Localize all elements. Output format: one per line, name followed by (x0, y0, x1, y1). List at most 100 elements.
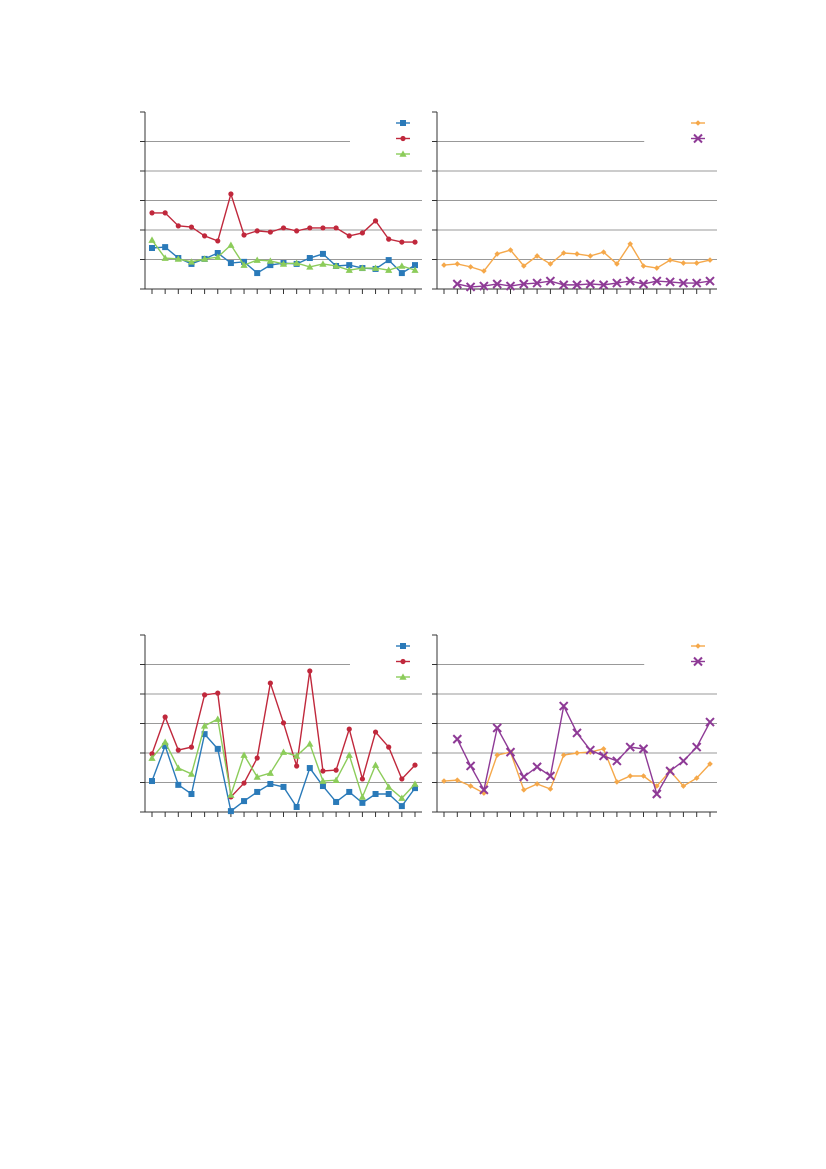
point (253, 773, 261, 780)
legend-marker (693, 656, 703, 667)
point (293, 752, 301, 759)
legend-marker (400, 643, 406, 649)
point (465, 282, 476, 292)
point (306, 255, 313, 262)
point (532, 278, 542, 288)
point (215, 238, 221, 244)
point (201, 722, 209, 729)
point (640, 773, 647, 779)
point (612, 756, 622, 766)
point (254, 270, 261, 277)
point (654, 265, 660, 271)
point (691, 742, 702, 752)
point (612, 278, 622, 288)
point (345, 751, 353, 758)
point (385, 791, 392, 798)
point (665, 766, 675, 776)
point (333, 767, 339, 773)
point (215, 690, 221, 696)
point (652, 789, 662, 799)
point (320, 225, 326, 231)
point (161, 254, 169, 261)
point (385, 266, 393, 273)
point (175, 747, 181, 753)
point (306, 740, 314, 747)
point (254, 228, 260, 234)
point (372, 729, 379, 735)
point (691, 278, 702, 288)
point (372, 791, 379, 798)
point (479, 785, 489, 795)
point (545, 276, 556, 286)
point (346, 262, 353, 269)
point (345, 266, 353, 273)
point (614, 261, 620, 267)
point (600, 746, 607, 752)
point (267, 262, 274, 269)
point (652, 276, 662, 286)
point (359, 776, 365, 782)
point (267, 780, 274, 787)
point (371, 264, 380, 271)
point (279, 748, 288, 755)
point (280, 225, 287, 231)
point (214, 715, 222, 722)
legend-marker (695, 120, 701, 126)
point (398, 262, 406, 269)
point (254, 788, 261, 795)
point (201, 255, 209, 262)
point (560, 250, 567, 256)
point (386, 236, 392, 242)
point (452, 734, 463, 744)
point (148, 754, 156, 761)
point (149, 210, 155, 216)
point (693, 775, 700, 781)
point (359, 230, 365, 236)
point (454, 777, 461, 783)
point (452, 279, 463, 289)
legend-marker (693, 133, 703, 144)
point (319, 783, 326, 790)
point (280, 783, 287, 790)
point (680, 783, 687, 789)
point (319, 260, 327, 267)
point (149, 244, 155, 251)
point (306, 263, 314, 270)
point (467, 264, 474, 270)
point (411, 266, 419, 273)
point (521, 787, 527, 793)
point (346, 788, 353, 795)
point (678, 756, 689, 766)
point (307, 225, 313, 231)
point (386, 744, 392, 750)
point (280, 720, 287, 726)
legend-marker (400, 135, 406, 142)
point (505, 281, 516, 291)
point (188, 224, 195, 230)
point (333, 798, 340, 805)
point (162, 244, 169, 251)
point (162, 742, 169, 749)
legend-marker (400, 658, 406, 665)
point (667, 257, 673, 263)
legend-marker (399, 150, 407, 157)
point (293, 259, 301, 266)
point (187, 258, 196, 265)
point (267, 229, 273, 235)
point (600, 249, 607, 255)
point (412, 762, 418, 768)
point (558, 280, 569, 290)
point (240, 751, 248, 758)
point (174, 255, 182, 262)
point (574, 750, 580, 756)
point (625, 742, 635, 752)
point (441, 262, 447, 268)
point (266, 257, 274, 264)
point (175, 781, 182, 788)
point (614, 779, 620, 785)
point (214, 745, 221, 752)
point (534, 781, 540, 787)
point (175, 223, 181, 229)
point (188, 744, 195, 750)
